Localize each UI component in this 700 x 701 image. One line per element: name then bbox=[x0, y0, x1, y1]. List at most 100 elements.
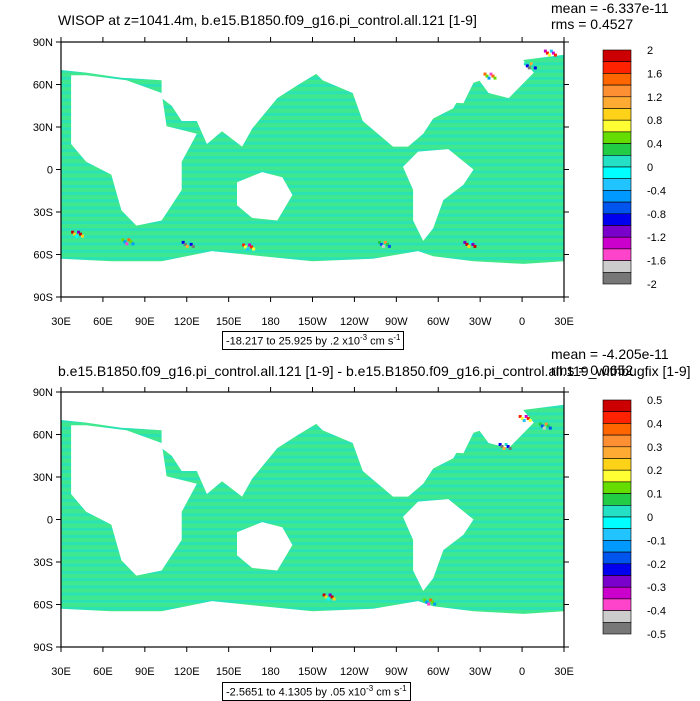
ocean-streak bbox=[61, 592, 564, 596]
colorbar-swatch bbox=[602, 586, 632, 600]
ocean-streak bbox=[61, 607, 564, 610]
noise-pixel bbox=[425, 600, 429, 604]
noise-pixel bbox=[487, 76, 491, 80]
noise-pixel bbox=[183, 242, 187, 246]
lon-label: 30E bbox=[554, 316, 574, 328]
colorbar-swatch bbox=[602, 505, 632, 518]
lon-label: 150E bbox=[216, 666, 242, 678]
colorbar-swatch bbox=[602, 178, 632, 191]
noise-pixel bbox=[553, 53, 557, 57]
noise-pixel bbox=[431, 600, 435, 604]
lon-label: 180 bbox=[261, 316, 279, 328]
noise-pixel bbox=[500, 445, 504, 448]
colorbar-swatch bbox=[602, 458, 632, 471]
lat-label: 60S bbox=[33, 250, 53, 262]
noise-pixel bbox=[502, 447, 506, 450]
noise-pixel bbox=[332, 597, 336, 601]
ocean-streak bbox=[61, 170, 564, 174]
colorbar-swatch bbox=[602, 598, 632, 611]
ocean-streak bbox=[61, 177, 564, 181]
ocean-streak bbox=[61, 249, 564, 253]
continent bbox=[61, 42, 564, 147]
ocean-streak bbox=[61, 455, 564, 459]
colorbar-swatch bbox=[602, 190, 632, 203]
lon-label: 150W bbox=[298, 666, 327, 678]
noise-pixel bbox=[469, 240, 473, 244]
noise-pixel bbox=[250, 245, 254, 249]
range-text: -2.5651 to 4.1305 by .05 x10 bbox=[226, 686, 367, 699]
ocean-streak bbox=[61, 257, 564, 260]
lat-label: 90N bbox=[33, 37, 53, 49]
colorbar-swatch bbox=[602, 575, 632, 588]
noise-pixel bbox=[433, 602, 437, 606]
noise-pixel bbox=[328, 593, 332, 597]
lat-label: 30S bbox=[33, 207, 53, 219]
lon-label: 90W bbox=[385, 666, 408, 678]
noise-pixel bbox=[540, 424, 544, 428]
noise-pixel bbox=[71, 230, 75, 234]
lon-label: 60W bbox=[427, 666, 450, 678]
lon-label: 30E bbox=[51, 316, 71, 328]
noise-pixel bbox=[551, 51, 555, 55]
ocean-streak bbox=[61, 120, 564, 124]
noise-pixel bbox=[377, 240, 381, 244]
colorbar-label: 0.8 bbox=[647, 115, 662, 127]
colorbar-swatch bbox=[602, 610, 632, 623]
ocean-streak bbox=[61, 556, 564, 560]
continent bbox=[61, 601, 564, 647]
land-mask bbox=[61, 42, 564, 297]
contour-range-label: -18.217 to 25.925 by .2 x10-3 cm s-1 bbox=[222, 331, 405, 350]
ocean-streak bbox=[61, 498, 564, 502]
colorbar-swatch bbox=[602, 621, 632, 635]
noise-pixel bbox=[465, 242, 469, 246]
colorbar-swatch bbox=[602, 540, 632, 553]
lon-label: 90E bbox=[135, 316, 155, 328]
noise-pixel bbox=[493, 76, 497, 80]
lon-label: 150W bbox=[298, 316, 327, 328]
lon-label: 30E bbox=[554, 666, 574, 678]
noise-pixel bbox=[379, 242, 383, 246]
noise-pixel bbox=[498, 443, 502, 446]
noise-pixel bbox=[523, 62, 527, 66]
colorbar-label: 0.4 bbox=[647, 418, 662, 430]
noise-pixel bbox=[123, 240, 127, 244]
noise-pixel bbox=[544, 422, 548, 426]
noise-pixel bbox=[125, 242, 129, 246]
colorbar-swatch bbox=[602, 201, 632, 215]
lon-label: 30W bbox=[469, 666, 492, 678]
noise-pixel bbox=[75, 234, 79, 238]
noise-pixel bbox=[506, 445, 510, 448]
colorbar-swatch bbox=[602, 493, 632, 506]
colorbar-swatch bbox=[602, 434, 632, 448]
colorbar: 0.5 0.4 0.3 0.2 0.1 0 -0.1 -0.2 -0.3 -0.4 -0.5 bbox=[602, 395, 666, 641]
colorbar-swatch bbox=[602, 96, 632, 109]
ocean-streak bbox=[61, 98, 564, 102]
noise-pixel bbox=[244, 245, 248, 249]
colorbar-label: 1.6 bbox=[647, 68, 662, 80]
ocean-streak bbox=[61, 184, 564, 188]
ocean-streak bbox=[61, 220, 564, 224]
colorbar-swatch bbox=[602, 481, 632, 494]
noise-pixel bbox=[248, 243, 252, 247]
noise-pixel bbox=[525, 64, 529, 68]
colorbar-label: -0.5 bbox=[647, 629, 666, 641]
lon-label: 120W bbox=[340, 316, 369, 328]
map-panel-wisop: WISOP at z=1041.4m, b.e15.B1850.f09_g16.… bbox=[0, 0, 700, 350]
lon-label: 120E bbox=[174, 316, 200, 328]
contour-range-label: -2.5651 to 4.1305 by .05 x10-3 cm s-1 bbox=[222, 682, 411, 701]
noise-pixel bbox=[547, 53, 551, 57]
colorbar-label: -0.1 bbox=[647, 535, 666, 547]
ocean-streak bbox=[61, 578, 564, 582]
lat-label: 0 bbox=[47, 165, 53, 177]
colorbar-swatch bbox=[602, 155, 632, 168]
noise-pixel bbox=[324, 595, 328, 599]
lon-label: 60W bbox=[427, 316, 450, 328]
noise-pixel bbox=[127, 238, 131, 242]
colorbar-label: -0.4 bbox=[647, 606, 666, 618]
continent bbox=[71, 75, 197, 226]
noise-pixel bbox=[526, 417, 530, 420]
ocean-streak bbox=[61, 105, 564, 109]
colorbar-swatch bbox=[602, 119, 632, 133]
colorbar-label: -2 bbox=[647, 279, 657, 291]
noise-pixel bbox=[383, 240, 387, 244]
